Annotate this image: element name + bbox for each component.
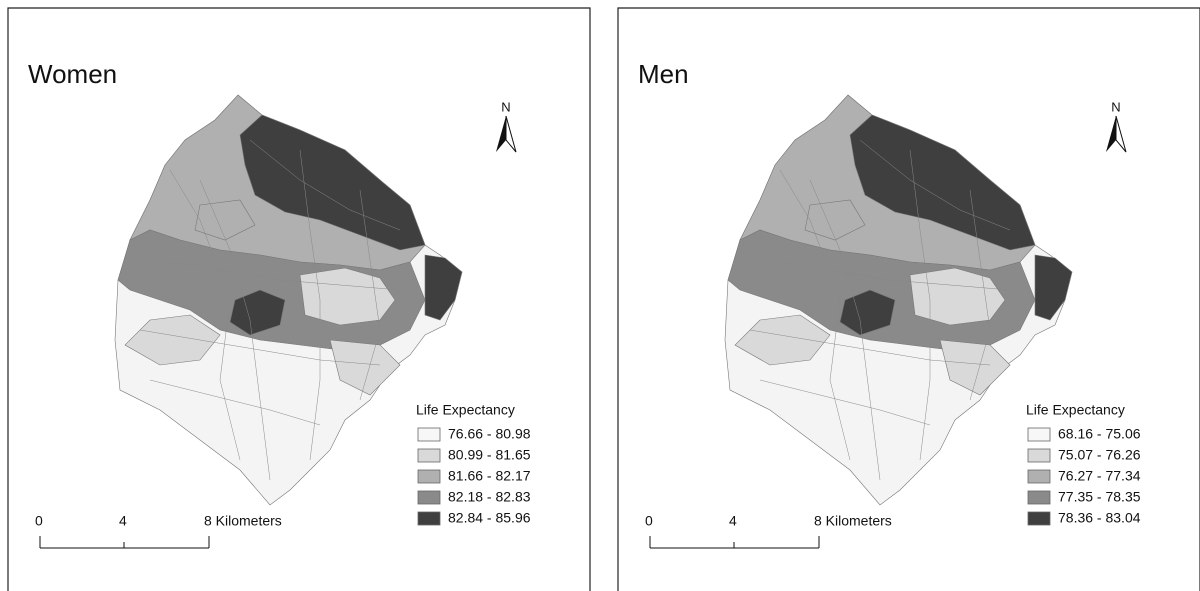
legend-swatch	[1028, 512, 1050, 525]
legend-label: 76.66 - 80.98	[448, 426, 531, 442]
panel-title: Women	[28, 59, 117, 89]
city-map	[725, 95, 1072, 505]
legend-label: 82.18 - 82.83	[448, 489, 531, 505]
north-label: N	[501, 99, 510, 114]
scale-label: 8 Kilometers	[814, 513, 892, 529]
north-arrow-right	[506, 116, 516, 152]
legend-swatch	[418, 428, 440, 441]
map-panel: Women N Life Expectancy 76.66 - 80.98 80.99 …	[8, 8, 590, 591]
map-page: Women N Life Expectancy 76.66 - 80.98 80.99 …	[0, 0, 1200, 591]
north-arrow-left	[1106, 116, 1116, 152]
legend-label: 78.36 - 83.04	[1058, 510, 1141, 526]
scale-label: 0	[645, 513, 653, 529]
legend-label: 82.84 - 85.96	[448, 510, 531, 526]
north-label: N	[1111, 99, 1120, 114]
legend-swatch	[418, 512, 440, 525]
scale-label: 0	[35, 513, 43, 529]
north-arrow-right	[1116, 116, 1126, 152]
scale-label: 4	[729, 513, 737, 529]
legend-label: 68.16 - 75.06	[1058, 426, 1141, 442]
legend-title: Life Expectancy	[416, 402, 515, 418]
city-map	[115, 95, 462, 505]
legend-swatch	[1028, 449, 1050, 462]
legend-swatch	[1028, 491, 1050, 504]
legend-label: 77.35 - 78.35	[1058, 489, 1141, 505]
scale-label: 4	[119, 513, 127, 529]
legend-swatch	[1028, 470, 1050, 483]
panel-title: Men	[638, 59, 689, 89]
legend-swatch	[418, 449, 440, 462]
map-panel: Men N Life Expectancy 68.16 - 75.06 75.07 - …	[618, 8, 1200, 591]
legend-label: 75.07 - 76.26	[1058, 447, 1141, 463]
north-arrow-left	[496, 116, 506, 152]
legend-label: 76.27 - 77.34	[1058, 468, 1141, 484]
legend-label: 81.66 - 82.17	[448, 468, 531, 484]
scale-label: 8 Kilometers	[204, 513, 282, 529]
legend-swatch	[418, 491, 440, 504]
legend-swatch	[1028, 428, 1050, 441]
legend-title: Life Expectancy	[1026, 402, 1125, 418]
legend-swatch	[418, 470, 440, 483]
legend-label: 80.99 - 81.65	[448, 447, 531, 463]
